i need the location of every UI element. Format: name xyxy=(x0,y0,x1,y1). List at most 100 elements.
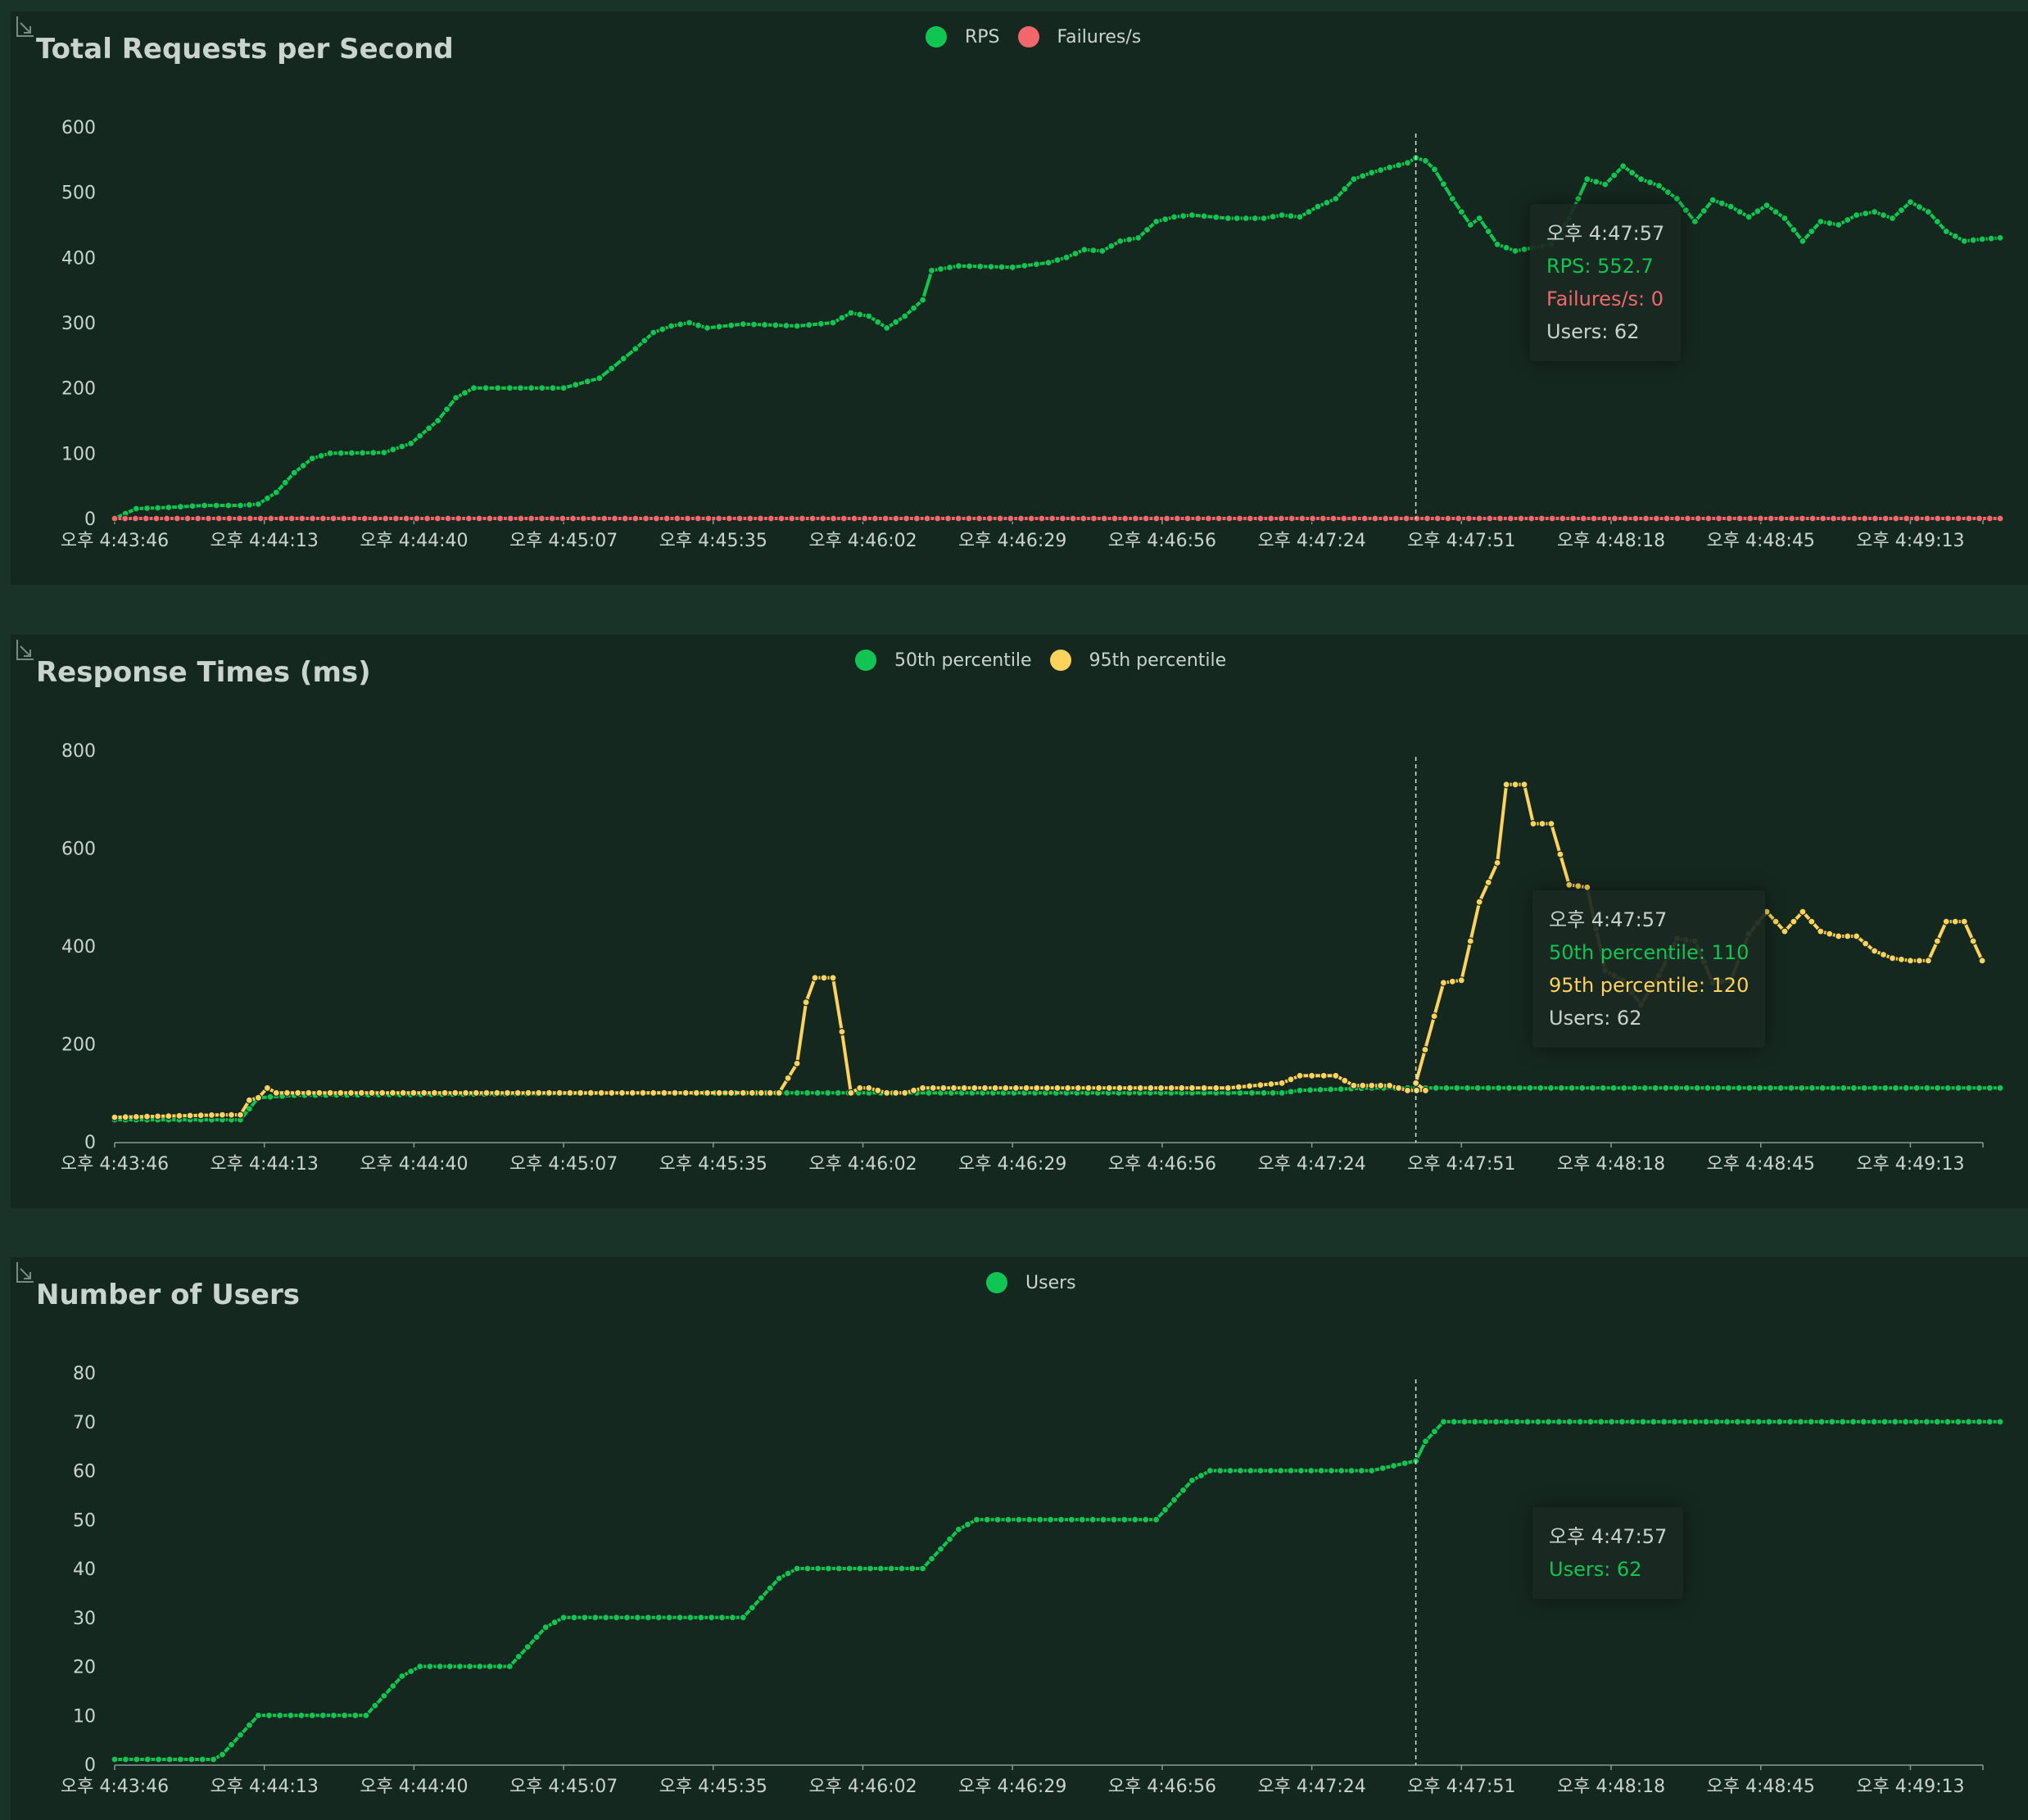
data-point xyxy=(357,1089,365,1097)
legend-item-failures[interactable]: Failures/s xyxy=(1017,26,1141,48)
data-point xyxy=(1236,1466,1245,1475)
data-point xyxy=(1902,1418,1910,1426)
data-point xyxy=(362,1711,370,1719)
data-point xyxy=(398,442,406,450)
data-point xyxy=(1781,214,1789,223)
data-point xyxy=(1694,514,1702,523)
download-icon[interactable] xyxy=(11,1257,35,1290)
data-point xyxy=(1576,1418,1584,1426)
data-point xyxy=(371,1701,379,1709)
data-point xyxy=(1385,163,1394,171)
data-point xyxy=(591,1614,600,1622)
data-point xyxy=(1840,1084,1848,1092)
data-point xyxy=(1058,514,1067,523)
data-point xyxy=(218,1111,227,1119)
data-point xyxy=(1664,188,1673,197)
data-point xyxy=(1360,514,1369,523)
data-point xyxy=(1466,937,1474,945)
data-point xyxy=(461,1089,470,1097)
data-point xyxy=(505,1662,514,1671)
data-point xyxy=(1496,514,1505,523)
data-point xyxy=(1116,237,1125,245)
data-point xyxy=(936,1545,945,1553)
data-point xyxy=(975,514,984,523)
data-point xyxy=(1808,1084,1816,1092)
data-point xyxy=(918,1564,927,1573)
x-tick-label: 오후 4:43:46 xyxy=(61,1154,169,1175)
data-point xyxy=(1724,1084,1732,1092)
data-point xyxy=(1766,1084,1774,1092)
download-icon[interactable] xyxy=(11,635,35,668)
data-point xyxy=(298,514,306,523)
data-point xyxy=(793,1564,801,1573)
data-point xyxy=(835,1564,843,1573)
data-point xyxy=(1942,227,1950,236)
data-point xyxy=(918,1084,927,1092)
data-point xyxy=(1025,1515,1034,1523)
data-point xyxy=(517,514,525,523)
data-point xyxy=(475,514,483,523)
data-point xyxy=(1835,932,1843,940)
data-point xyxy=(1840,514,1848,523)
data-point xyxy=(641,337,649,345)
x-tick-label: 오후 4:45:35 xyxy=(659,531,767,551)
data-point xyxy=(1924,208,1932,216)
data-point xyxy=(266,1093,274,1101)
data-point xyxy=(267,514,275,523)
data-point xyxy=(1394,1084,1403,1092)
data-point xyxy=(1389,1461,1398,1470)
legend-item-rps[interactable]: RPS xyxy=(926,26,1000,48)
data-point xyxy=(1319,514,1327,523)
data-point xyxy=(1057,1515,1066,1523)
data-point xyxy=(659,325,667,333)
data-point xyxy=(1826,219,1834,228)
data-point xyxy=(1511,247,1519,255)
data-point xyxy=(901,1089,909,1097)
data-point xyxy=(1808,514,1817,523)
x-tick-label: 오후 4:49:13 xyxy=(1856,1777,1964,1797)
data-point xyxy=(1184,514,1192,523)
data-point xyxy=(1116,1084,1124,1092)
data-point xyxy=(715,1089,723,1097)
data-point xyxy=(1891,1084,1900,1092)
data-point xyxy=(1121,514,1129,523)
data-point xyxy=(550,1619,559,1627)
data-point xyxy=(929,1084,937,1092)
data-point xyxy=(1378,1464,1387,1473)
data-point xyxy=(245,1721,253,1729)
data-point xyxy=(1152,217,1161,226)
data-point xyxy=(644,1614,652,1622)
data-point xyxy=(820,974,828,982)
download-icon[interactable] xyxy=(11,11,35,44)
legend-item-p95[interactable]: 95th percentile xyxy=(1049,650,1226,671)
data-point xyxy=(1246,514,1254,523)
data-point xyxy=(793,1059,801,1068)
data-point xyxy=(1859,1418,1867,1426)
data-point xyxy=(736,514,744,523)
data-point xyxy=(337,1089,345,1097)
data-point xyxy=(1713,1418,1721,1426)
data-point xyxy=(798,514,807,523)
data-point xyxy=(1607,1418,1616,1426)
data-point xyxy=(1120,1515,1129,1523)
data-point xyxy=(866,1564,875,1573)
legend-item-p50[interactable]: 50th percentile xyxy=(855,650,1032,671)
data-point xyxy=(1786,1418,1795,1426)
x-tick-label: 오후 4:47:51 xyxy=(1407,531,1515,551)
data-point xyxy=(1681,1418,1689,1426)
data-point xyxy=(1756,514,1765,523)
data-point xyxy=(766,1584,774,1592)
data-point xyxy=(1891,1418,1899,1426)
data-point xyxy=(607,364,616,373)
data-point xyxy=(1316,1085,1324,1094)
data-point xyxy=(1200,1084,1208,1092)
legend-item-users[interactable]: Users xyxy=(986,1272,1076,1293)
data-point xyxy=(1022,1084,1030,1092)
data-point xyxy=(380,1691,388,1700)
tooltip-users: Users: 62 xyxy=(1549,1007,1642,1030)
data-point xyxy=(667,322,676,330)
data-point xyxy=(423,514,432,523)
data-point xyxy=(1430,1012,1438,1021)
data-point xyxy=(923,514,931,523)
data-point xyxy=(1835,220,1843,229)
